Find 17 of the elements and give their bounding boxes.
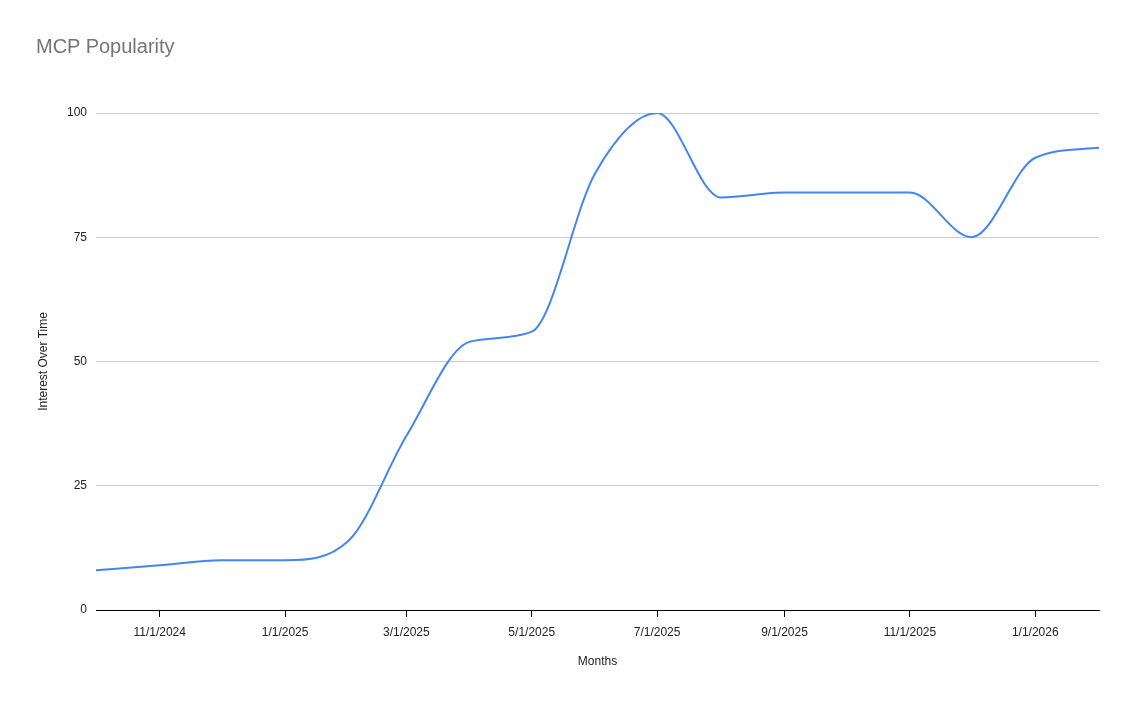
x-tick-label: 7/1/2025 — [633, 624, 681, 639]
y-tick-label: 0 — [80, 602, 88, 617]
line-series — [96, 113, 1099, 572]
x-tick-label: 1/1/2026 — [1011, 624, 1059, 639]
y-tick-label: 75 — [73, 229, 88, 244]
x-tick-label: 11/1/2025 — [883, 624, 937, 639]
x-tick-label: 3/1/2025 — [383, 624, 431, 639]
y-tick-label: 50 — [73, 353, 88, 368]
x-tick-label: 5/1/2025 — [508, 624, 556, 639]
chart-title: MCP Popularity — [36, 34, 175, 57]
x-tick-label: 11/1/2024 — [133, 624, 187, 639]
y-tick-label: 25 — [73, 478, 88, 493]
y-axis-title: Interest Over Time — [35, 311, 50, 411]
x-tick-label: 1/1/2025 — [261, 624, 309, 639]
x-tick-label: 9/1/2025 — [761, 624, 809, 639]
y-tick-label: 100 — [66, 105, 88, 120]
x-axis-title: Months — [577, 654, 618, 669]
